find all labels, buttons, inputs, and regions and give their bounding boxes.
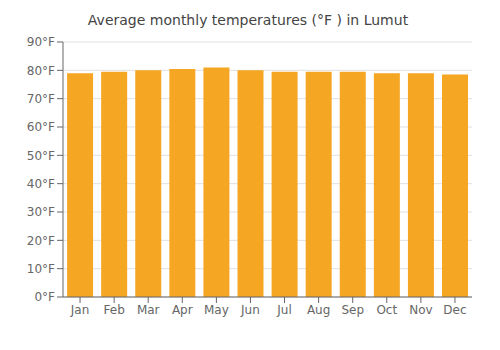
svg-text:Jan: Jan	[70, 303, 90, 317]
svg-text:May: May	[204, 303, 229, 317]
html-text:Average monthly temperatures (: Average monthly temperatures (°F ) in Lu…	[87, 12, 409, 28]
svg-text:10°F: 10°F	[27, 262, 55, 276]
svg-text:40°F: 40°F	[27, 177, 55, 191]
svg-text:Apr: Apr	[172, 303, 193, 317]
svg-text:Dec: Dec	[443, 303, 466, 317]
svg-text:Nov: Nov	[409, 303, 432, 317]
svg-text:60°F: 60°F	[27, 120, 55, 134]
svg-text:50°F: 50°F	[27, 149, 55, 163]
svg-text:30°F: 30°F	[27, 205, 55, 219]
svg-text:Jun: Jun	[240, 303, 260, 317]
svg-text:Oct: Oct	[376, 303, 397, 317]
svg-text:Sep: Sep	[341, 303, 364, 317]
svg-text:90°F: 90°F	[27, 35, 55, 49]
svg-text:Jul: Jul	[276, 303, 291, 317]
svg-text:20°F: 20°F	[27, 234, 55, 248]
svg-text:Aug: Aug	[307, 303, 330, 317]
svg-text:0°F: 0°F	[34, 290, 55, 304]
svg-text:Mar: Mar	[137, 303, 160, 317]
svg-text:Feb: Feb	[104, 303, 125, 317]
svg-text:70°F: 70°F	[27, 92, 55, 106]
svg-text:80°F: 80°F	[27, 64, 55, 78]
